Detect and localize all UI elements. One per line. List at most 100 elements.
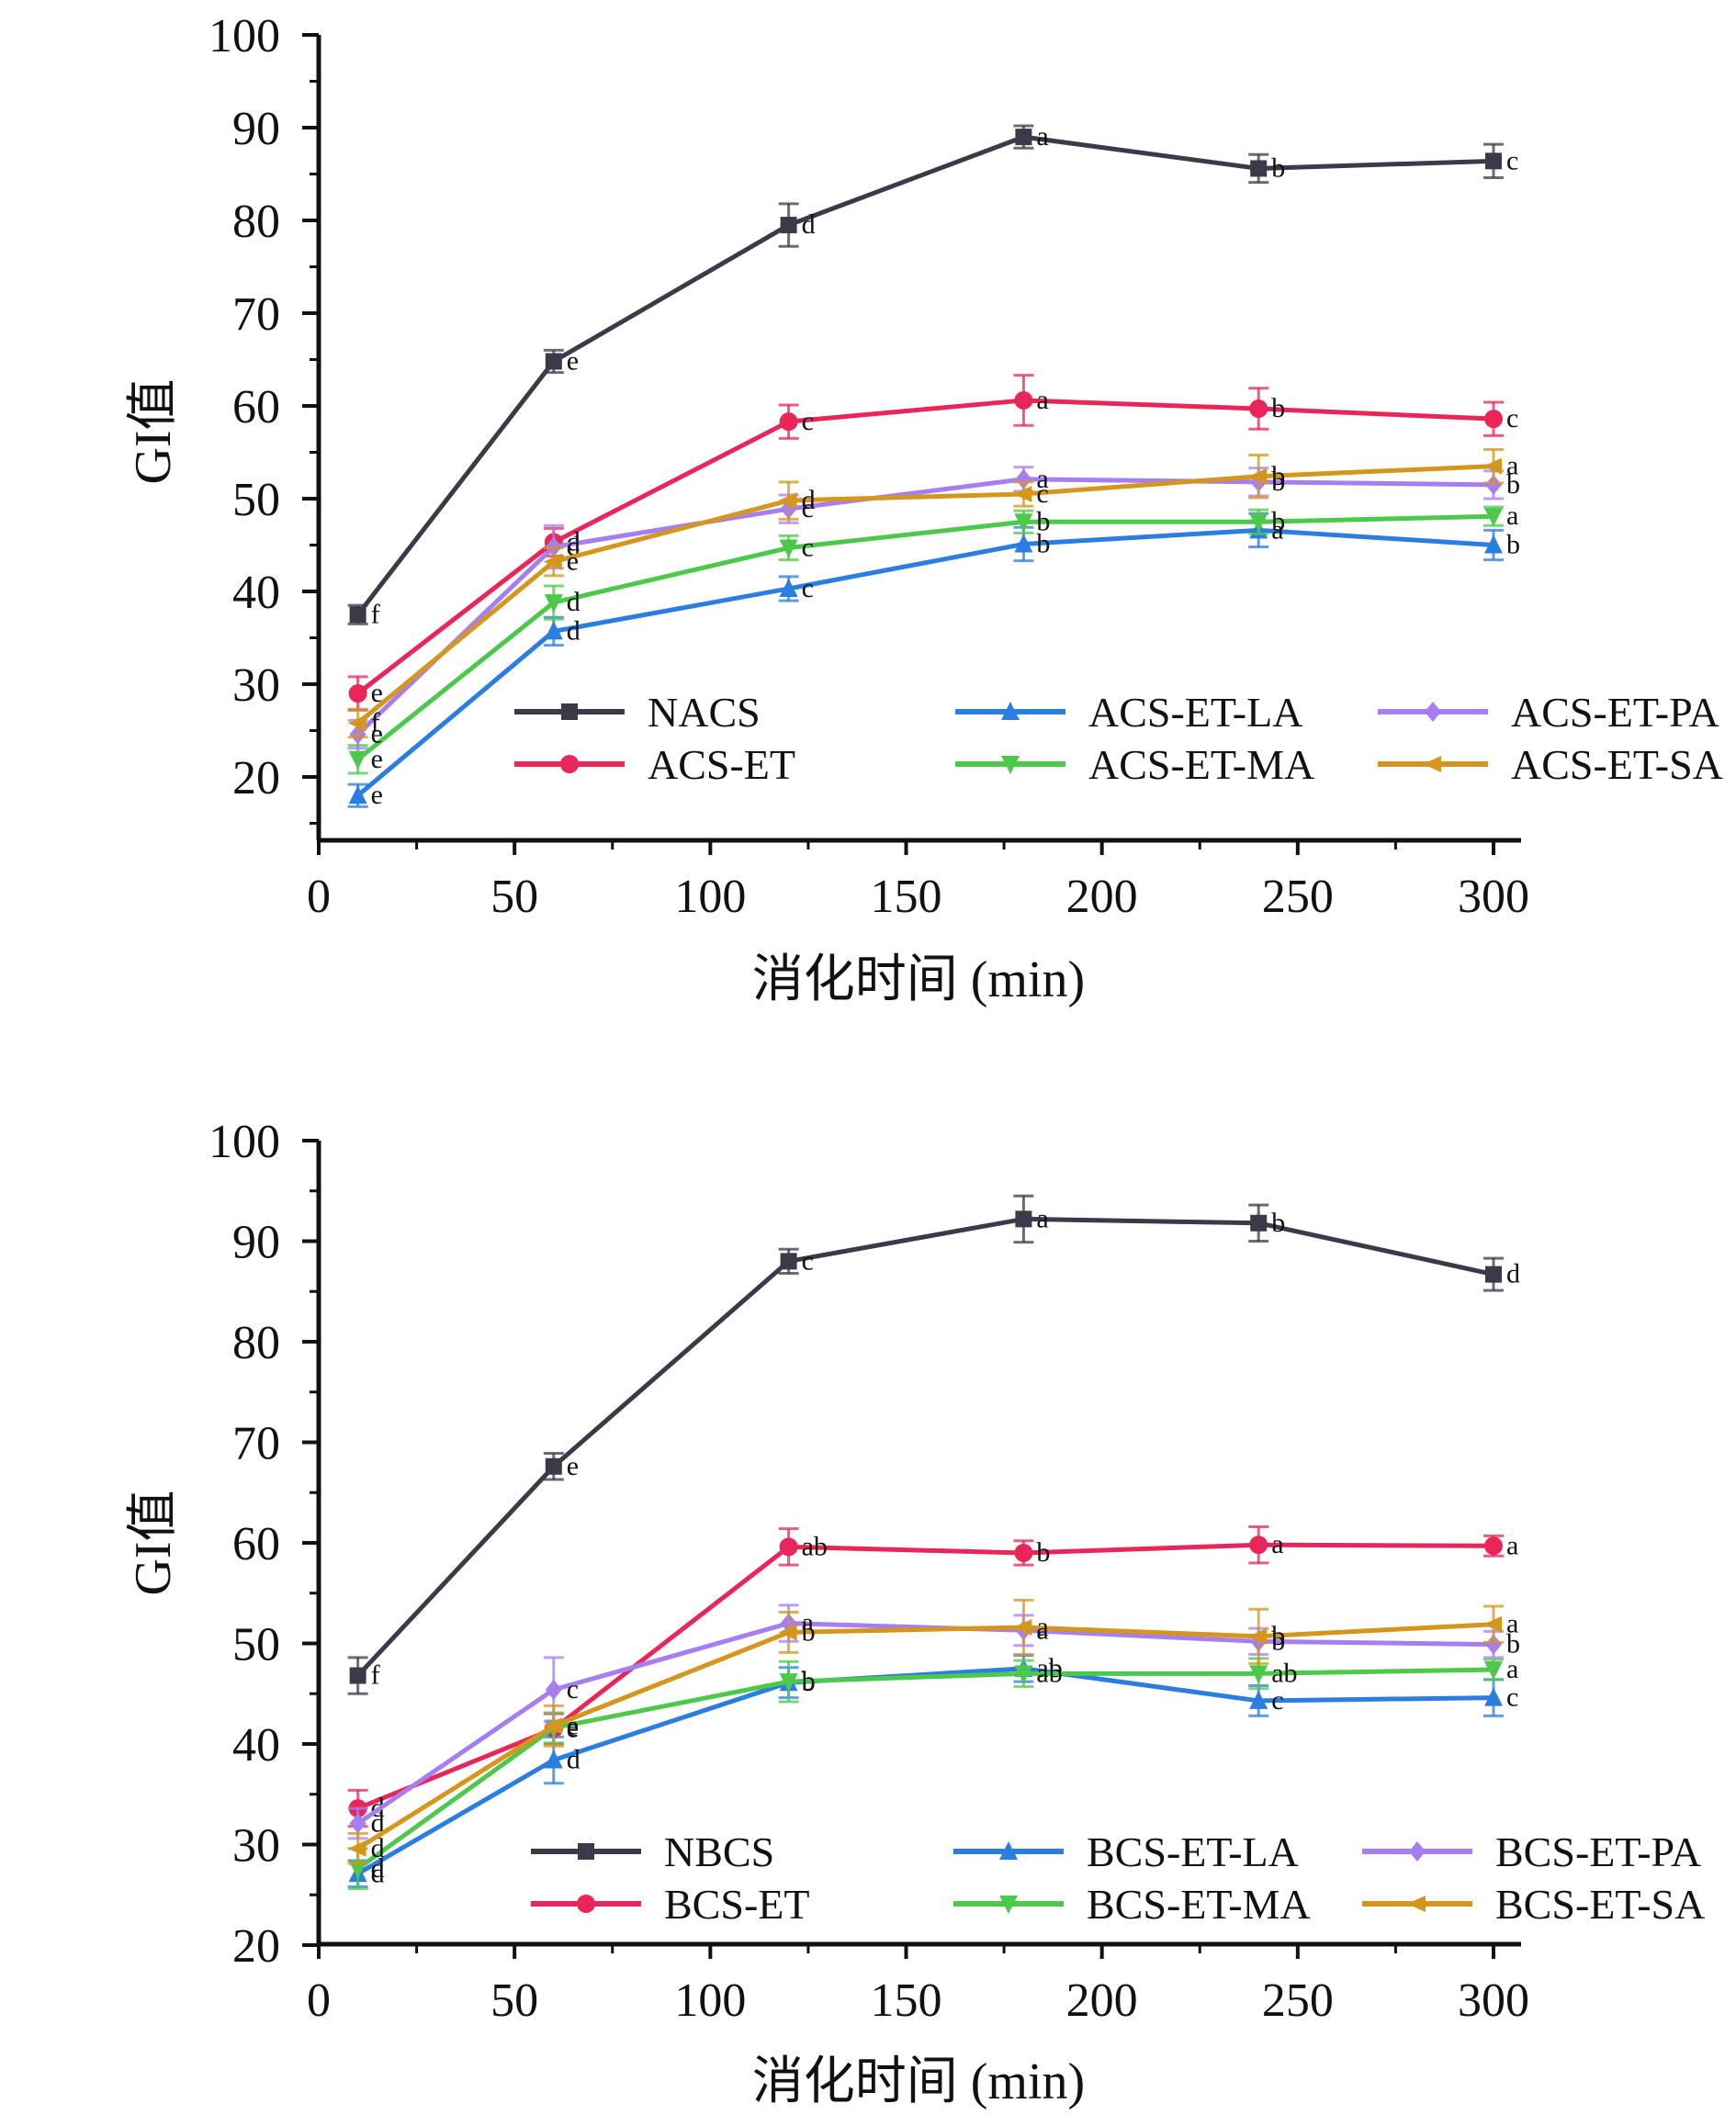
legend-label: ACS-ET-SA bbox=[1511, 741, 1723, 788]
legend-marker bbox=[561, 703, 578, 720]
legend-item: NACS bbox=[514, 689, 761, 736]
legend-item: NBCS bbox=[531, 1828, 774, 1875]
data-point bbox=[1484, 410, 1503, 429]
series-BCS-ET-SA: deb a b a bbox=[347, 1598, 1518, 1865]
significance-label: e bbox=[567, 546, 579, 577]
x-tick-label: 250 bbox=[1262, 871, 1334, 923]
significance-label: a bbox=[1271, 1529, 1283, 1559]
data-point bbox=[780, 217, 797, 234]
legend-label: ACS-ET-LA bbox=[1088, 689, 1302, 736]
x-tick-label: 250 bbox=[1262, 1974, 1334, 2027]
y-tick-label: 80 bbox=[232, 196, 280, 248]
significance-label: d bbox=[802, 485, 816, 515]
significance-label: b bbox=[802, 1616, 816, 1647]
y-tick-label: 100 bbox=[209, 1116, 280, 1168]
data-point bbox=[779, 1537, 798, 1557]
data-point bbox=[1013, 1618, 1032, 1636]
data-point bbox=[779, 1673, 798, 1693]
significance-label: ab bbox=[1271, 1658, 1297, 1688]
data-point bbox=[349, 1813, 366, 1834]
legend-marker bbox=[1409, 1841, 1426, 1862]
data-point bbox=[1485, 1634, 1502, 1655]
significance-label: a bbox=[1036, 1203, 1048, 1233]
data-point bbox=[1485, 1266, 1502, 1283]
data-point bbox=[1484, 1536, 1503, 1556]
significance-label: a bbox=[1506, 501, 1518, 531]
data-point bbox=[1484, 1687, 1503, 1706]
x-tick-label: 50 bbox=[490, 1974, 538, 2027]
significance-label: ab bbox=[802, 1531, 828, 1561]
data-point bbox=[347, 714, 366, 732]
data-point bbox=[1248, 1627, 1268, 1645]
significance-label: ab bbox=[1036, 1653, 1062, 1683]
series-line bbox=[356, 398, 1494, 696]
data-point bbox=[348, 785, 367, 804]
data-point bbox=[1484, 534, 1503, 554]
legend-item: BCS-ET-MA bbox=[953, 1881, 1311, 1928]
chart-bottom: GI值 消化时间 (min) 20 30 40 50 60 70 80 90 100 0 50 100… bbox=[125, 1116, 1705, 2110]
y-tick-label: 60 bbox=[232, 381, 280, 433]
significance-label: c bbox=[802, 1245, 814, 1276]
significance-label: b bbox=[1271, 152, 1285, 183]
significance-label: d bbox=[371, 1853, 385, 1884]
significance-label: b bbox=[1271, 461, 1285, 491]
data-point bbox=[1249, 399, 1268, 419]
legend-marker bbox=[577, 1895, 595, 1913]
y-tick-label: 60 bbox=[232, 1518, 280, 1570]
significance-label: a bbox=[1506, 1609, 1518, 1639]
data-point bbox=[1250, 160, 1268, 177]
series-line bbox=[356, 513, 1494, 761]
significance-label: b bbox=[802, 1666, 816, 1696]
x-tick-label: 100 bbox=[674, 1974, 746, 2027]
data-point bbox=[545, 1679, 562, 1700]
significance-label: a bbox=[1036, 464, 1048, 494]
legend-item: ACS-ET bbox=[514, 741, 795, 788]
data-point bbox=[1249, 513, 1268, 533]
data-point bbox=[545, 1457, 562, 1475]
significance-label: d bbox=[567, 587, 581, 617]
series-line bbox=[356, 1542, 1494, 1811]
y-tick-label: 90 bbox=[232, 1217, 280, 1269]
data-point bbox=[1249, 1536, 1268, 1555]
legend-label: NBCS bbox=[664, 1828, 774, 1875]
series-line bbox=[355, 477, 1494, 737]
legend-item: BCS-ET bbox=[531, 1881, 809, 1928]
data-point bbox=[1485, 152, 1502, 170]
y-tick-label: 20 bbox=[232, 1920, 280, 1973]
data-point bbox=[1483, 1615, 1502, 1633]
significance-label: b bbox=[1506, 1629, 1520, 1659]
data-point bbox=[1015, 1210, 1032, 1228]
data-point bbox=[1484, 508, 1503, 527]
significance-label: c bbox=[802, 406, 814, 436]
series-BCS-ET-LA: ddb abc c bbox=[347, 1653, 1518, 1888]
legend-label: ACS-ET-PA bbox=[1511, 689, 1719, 736]
significance-label: a bbox=[1036, 121, 1048, 152]
significance-label: b bbox=[1506, 530, 1520, 560]
significance-label: d bbox=[567, 1745, 581, 1775]
significance-label: a bbox=[1506, 1530, 1518, 1560]
y-tick-label: 50 bbox=[232, 474, 280, 526]
y-tick-label: 90 bbox=[232, 103, 280, 155]
series-line bbox=[356, 1621, 1494, 1826]
significance-label: e bbox=[371, 744, 383, 774]
legend-marker bbox=[1001, 756, 1020, 774]
significance-label: b bbox=[1271, 393, 1285, 423]
data-point bbox=[544, 594, 563, 613]
legend-marker bbox=[578, 1843, 594, 1860]
legend-top: NACS ACS-ET ACS-ET-LA ACS-ET-MA ACS-ET-PA ACS… bbox=[514, 689, 1723, 788]
x-tick-label: 300 bbox=[1458, 1974, 1529, 2027]
significance-label: b bbox=[1271, 506, 1285, 536]
legend-item: ACS-ET-SA bbox=[1378, 741, 1723, 788]
significance-label: c bbox=[802, 533, 814, 563]
legend-label: BCS-ET bbox=[664, 1881, 809, 1928]
legend-marker bbox=[999, 1841, 1018, 1860]
data-point bbox=[348, 750, 367, 770]
y-tick-label: 100 bbox=[209, 10, 280, 62]
data-point bbox=[1015, 129, 1032, 146]
y-tick-label: 80 bbox=[232, 1317, 280, 1369]
y-tick-label: 30 bbox=[232, 1820, 280, 1873]
significance-label: d bbox=[802, 209, 816, 240]
